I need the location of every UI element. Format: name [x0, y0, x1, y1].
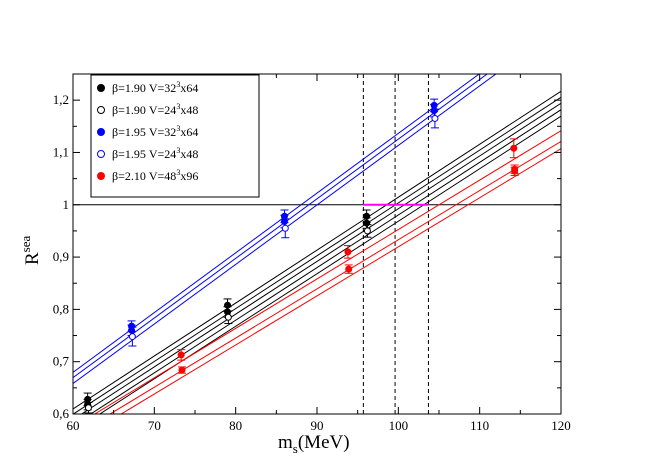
fit-line-4-0 [93, 130, 561, 414]
legend-label-suffix: x48 [180, 147, 198, 161]
marker [84, 404, 92, 412]
marker [344, 248, 352, 256]
legend-label: β=1.95 V=243x48 [112, 146, 198, 161]
fit-line-0-2 [80, 102, 561, 414]
y-tick-label-1: 0,7 [53, 354, 70, 369]
marker [511, 167, 519, 175]
legend-label: β=1.95 V=323x64 [112, 124, 198, 139]
legend-label-sup: 3 [176, 168, 180, 177]
x-axis-label-unit: (MeV) [298, 432, 350, 453]
marker [431, 114, 439, 122]
legend-label-sup: 3 [176, 146, 180, 155]
marker [430, 107, 438, 115]
fit-line-0-1 [73, 96, 561, 414]
legend-marker [97, 84, 105, 92]
marker [224, 313, 232, 321]
marker [345, 265, 353, 273]
data-point-4-1 [343, 245, 352, 259]
y-tick-label-6: 1,2 [53, 92, 69, 107]
legend-label-main: β=1.90 V=32 [112, 81, 176, 95]
legend-label-main: β=1.95 V=32 [112, 125, 176, 139]
legend-label: β=1.90 V=323x64 [112, 80, 198, 95]
legend-label-suffix: x96 [180, 169, 198, 183]
legend-label-main: β=1.90 V=24 [112, 103, 176, 117]
data-point-4-4 [344, 264, 353, 274]
legend-label-suffix: x64 [180, 81, 198, 95]
x-tick-label-6: 120 [551, 418, 571, 433]
legend-item-3: β=1.95 V=243x48 [97, 146, 198, 161]
legend-label-main: β=2.10 V=48 [112, 169, 176, 183]
fit-line-4-1 [109, 140, 561, 414]
fit-line-1-1 [98, 115, 561, 414]
y-tick-label-0: 0,6 [53, 406, 70, 421]
fit-line-2-0 [73, 74, 481, 373]
data-point-3-0 [128, 326, 137, 347]
legend-label-suffix: x48 [180, 103, 198, 117]
marker [178, 366, 186, 374]
data-point-1-1 [224, 310, 233, 325]
legend-label: β=2.10 V=483x96 [112, 168, 198, 183]
data-point-4-0 [177, 349, 186, 361]
x-tick-label-5: 110 [470, 418, 489, 433]
data-point-3-2 [430, 108, 439, 129]
plot-layer [73, 74, 561, 414]
x-axis-label-main: m [278, 432, 293, 453]
y-tick-label-3: 0,9 [53, 249, 69, 264]
x-tick-label-1: 70 [148, 418, 161, 433]
marker [363, 227, 371, 235]
marker [280, 218, 288, 226]
y-tick-label-2: 0,8 [53, 301, 69, 316]
data-point-4-3 [177, 366, 186, 374]
marker [363, 219, 371, 227]
x-axis-label-sub: s [293, 441, 298, 456]
legend-item-1: β=1.90 V=243x48 [97, 102, 198, 117]
x-tick-label-2: 80 [229, 418, 242, 433]
fit-line-0-0 [73, 90, 561, 410]
y-axis-label: Rsea [18, 235, 43, 265]
legend-marker [97, 106, 105, 114]
x-axis-label: ms(MeV) [278, 432, 350, 456]
legend-box [90, 74, 260, 198]
legend-marker [97, 128, 105, 136]
legend-marker [97, 150, 105, 158]
fit-line-1-0 [89, 109, 561, 414]
x-tick-label-4: 100 [389, 418, 409, 433]
data-point-3-1 [281, 218, 290, 239]
legend-label-main: β=1.95 V=24 [112, 147, 176, 161]
data-point-4-2 [509, 138, 518, 159]
fit-line-3-0 [73, 74, 497, 384]
fit-line-4-2 [120, 148, 561, 414]
legend-item-4: β=2.10 V=483x96 [97, 168, 198, 183]
x-tick-label-3: 90 [311, 418, 324, 433]
legend-item-2: β=1.95 V=323x64 [97, 124, 198, 139]
y-axis-label-sup: sea [18, 235, 33, 252]
data-point-1-0 [84, 401, 93, 414]
legend-item-0: β=1.90 V=323x64 [97, 80, 198, 95]
legend-label-sup: 3 [176, 80, 180, 89]
marker [177, 351, 185, 359]
data-point-1-2 [363, 224, 372, 238]
y-axis-label-main: R [22, 252, 43, 265]
x-tick-label-0: 60 [67, 418, 80, 433]
marker [510, 144, 518, 152]
y-tick-label-5: 1,1 [53, 144, 69, 159]
legend-label-sup: 3 [176, 124, 180, 133]
marker [128, 326, 136, 334]
legend-label-suffix: x64 [180, 125, 198, 139]
legend-marker [97, 172, 105, 180]
y-tick-label-4: 1 [63, 197, 70, 212]
legend-label: β=1.90 V=243x48 [112, 102, 198, 117]
data-point-4-6 [510, 166, 519, 176]
marker [128, 333, 136, 341]
marker [281, 224, 289, 232]
legend-label-sup: 3 [176, 102, 180, 111]
axis-ticks: 60 70 80 90 100 110 120 0,6 0,7 0,8 0,9 1 1,1 1,2 [53, 73, 571, 433]
